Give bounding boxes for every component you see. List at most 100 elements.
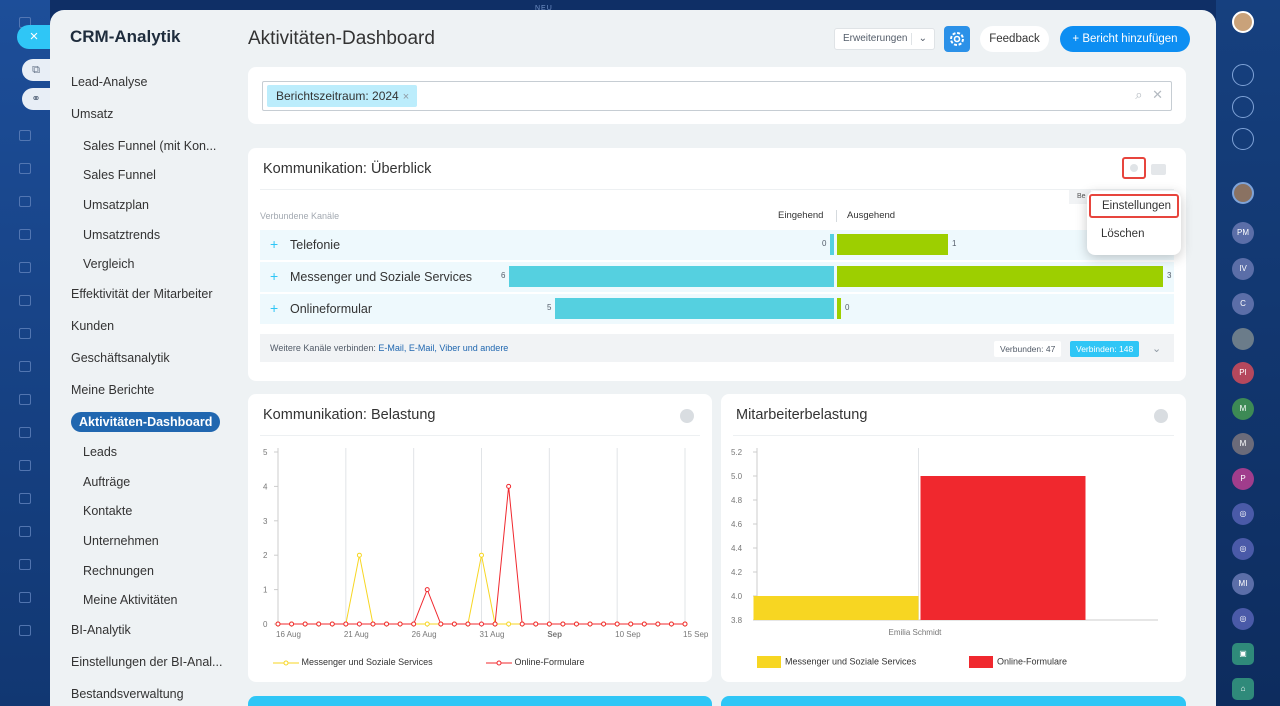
copilot-icon[interactable] xyxy=(1232,96,1254,118)
feedback-button[interactable]: Feedback xyxy=(980,26,1049,52)
sidebar-item-bi-analytik[interactable]: BI-Analytik xyxy=(71,623,131,637)
drive-icon[interactable] xyxy=(19,229,31,240)
open-in-new-tab-button[interactable]: ⧉ xyxy=(22,59,50,81)
sidebar-item-umsatz[interactable]: Umsatz xyxy=(71,107,114,121)
employee-widget: Mitarbeiterbelastung 3.8 4.0 4.2 4.4 4.6 4.8 5… xyxy=(721,394,1186,682)
widget-settings-button[interactable] xyxy=(1122,157,1146,179)
sidebar-item-umsatztrends[interactable]: Umsatztrends xyxy=(83,228,161,242)
expand-plus-icon[interactable]: + xyxy=(270,268,279,284)
sidebar-item-effektivitaet[interactable]: Effektivität der Mitarbeiter xyxy=(71,287,213,301)
chat-icon[interactable] xyxy=(19,262,31,273)
chevron-down-icon[interactable]: ⌄ xyxy=(1152,343,1162,355)
sidebar-item-kontakte[interactable]: Kontakte xyxy=(83,504,133,518)
lock-icon[interactable]: ⌂ xyxy=(1232,678,1254,700)
sidebar-item-sales-funnel-kon[interactable]: Sales Funnel (mit Kon... xyxy=(83,139,217,153)
filter-tag[interactable]: Berichtszeitraum: 2024 × xyxy=(267,85,418,107)
sidebar-item-meine-berichte[interactable]: Meine Berichte xyxy=(71,383,155,397)
gear-icon[interactable] xyxy=(680,409,694,423)
outgoing-bar xyxy=(837,266,1163,287)
sidebar-item-bi-einstellungen[interactable]: Einstellungen der BI-Anal... xyxy=(71,655,223,669)
gear-icon xyxy=(1130,164,1138,172)
sidebar-item-unternehmen[interactable]: Unternehmen xyxy=(83,534,159,548)
y-tick-label: 5 xyxy=(263,448,268,457)
contact-avatar[interactable]: P xyxy=(1232,468,1254,490)
tasks-icon[interactable] xyxy=(19,130,31,141)
remove-tag-icon[interactable]: × xyxy=(402,91,410,103)
menu-item-delete[interactable]: Löschen xyxy=(1101,228,1145,240)
channel-label: Onlineformular xyxy=(290,302,372,316)
contact-avatar[interactable]: M xyxy=(1232,398,1254,420)
expand-icon[interactable] xyxy=(1151,164,1166,175)
sidebar-item-sales-funnel[interactable]: Sales Funnel xyxy=(83,168,156,182)
data-point xyxy=(533,621,539,627)
contact-avatar[interactable]: C xyxy=(1232,293,1254,315)
sidebar-item-auftraege[interactable]: Aufträge xyxy=(83,475,131,489)
divider xyxy=(260,435,700,436)
copy-link-button[interactable]: ⚭ xyxy=(22,88,50,110)
sidebar-item-kunden[interactable]: Kunden xyxy=(71,319,115,333)
analytics-icon[interactable] xyxy=(19,394,31,405)
contact-avatar[interactable]: ▣ xyxy=(1232,643,1254,665)
connect-button[interactable]: Verbinden: 148 xyxy=(1070,341,1140,357)
chevron-down-icon: ⌄ xyxy=(918,33,927,44)
data-point xyxy=(560,621,566,627)
gear-icon[interactable] xyxy=(1154,409,1168,423)
extensions-dropdown[interactable]: Erweiterungen ⌄ xyxy=(834,28,935,50)
overview-widget: Kommunikation: Überblick Verbundene Kanä… xyxy=(248,148,1186,381)
add-report-button[interactable]: + Bericht hinzufügen xyxy=(1060,26,1190,52)
contact-avatar[interactable]: MI xyxy=(1232,573,1254,595)
contact-avatar[interactable]: PI xyxy=(1232,362,1254,384)
signature-icon[interactable] xyxy=(19,559,31,570)
docs-icon[interactable] xyxy=(19,196,31,207)
connect-channels-link[interactable]: E-Mail, E-Mail, Viber und andere xyxy=(378,343,509,353)
groups-icon[interactable] xyxy=(19,592,31,603)
channel-row[interactable]: + Telefonie 0 1 xyxy=(260,230,1174,260)
calendar-icon[interactable] xyxy=(19,328,31,339)
search-icon[interactable]: ⌕ xyxy=(1135,87,1143,102)
messages-icon[interactable] xyxy=(19,295,31,306)
notifications-icon[interactable] xyxy=(1232,64,1254,86)
sidebar-item-meine-aktivitaeten[interactable]: Meine Aktivitäten xyxy=(83,593,178,607)
contact-avatar[interactable]: ◎ xyxy=(1232,608,1254,630)
database-icon[interactable] xyxy=(19,625,31,636)
sidebar-item-geschaeftsanalytik[interactable]: Geschäftsanalytik xyxy=(71,351,170,365)
filter-icon[interactable] xyxy=(19,427,31,438)
sidebar-item-rechnungen[interactable]: Rechnungen xyxy=(83,564,154,578)
contact-avatar[interactable] xyxy=(1232,328,1254,350)
sidebar-item-umsatzplan[interactable]: Umsatzplan xyxy=(83,198,149,212)
data-point xyxy=(668,621,674,627)
search-icon[interactable] xyxy=(1232,128,1254,150)
settings-button[interactable] xyxy=(944,26,970,52)
contact-avatar[interactable]: IV xyxy=(1232,258,1254,280)
sidebar-item-aktivitaeten-dashboard[interactable]: Aktivitäten-Dashboard xyxy=(71,412,221,432)
automation-icon[interactable] xyxy=(19,493,31,504)
channel-row[interactable]: + Messenger und Soziale Services 6 3 xyxy=(260,262,1174,292)
expand-plus-icon[interactable]: + xyxy=(270,236,279,252)
contact-avatar[interactable]: M xyxy=(1232,433,1254,455)
menu-item-settings[interactable]: Einstellungen xyxy=(1089,194,1179,218)
sites-icon[interactable] xyxy=(19,526,31,537)
contact-avatar[interactable]: PM xyxy=(1232,222,1254,244)
slider-panel: CRM-Analytik Lead-Analyse Umsatz Sales F… xyxy=(50,10,1216,706)
expand-plus-icon[interactable]: + xyxy=(270,300,279,316)
sidebar-item-bestandsverwaltung[interactable]: Bestandsverwaltung xyxy=(71,687,184,701)
contact-avatar[interactable]: ◎ xyxy=(1232,538,1254,560)
checklist-icon[interactable] xyxy=(19,361,31,372)
x-tick-label: 31 Aug xyxy=(480,630,505,639)
user-avatar[interactable] xyxy=(1232,11,1254,33)
channel-row[interactable]: + Onlineformular 5 0 xyxy=(260,294,1174,324)
data-point xyxy=(356,552,362,558)
data-point xyxy=(587,621,593,627)
clear-icon[interactable]: ✕ xyxy=(1152,87,1163,102)
contacts-icon[interactable] xyxy=(19,163,31,174)
footer-label: Weitere Kanäle verbinden: xyxy=(270,343,376,353)
close-slider-button[interactable]: × xyxy=(17,25,51,49)
contact-avatar[interactable] xyxy=(1232,182,1254,204)
contact-avatar[interactable]: ◎ xyxy=(1232,503,1254,525)
filter-input[interactable]: Berichtszeitraum: 2024 × ⌕ ✕ xyxy=(262,81,1172,111)
sidebar-item-vergleich[interactable]: Vergleich xyxy=(83,257,135,271)
outgoing-bar xyxy=(837,234,948,255)
sidebar-item-leads[interactable]: Leads xyxy=(83,445,118,459)
cart-icon[interactable] xyxy=(19,460,31,471)
sidebar-item-lead-analyse[interactable]: Lead-Analyse xyxy=(71,75,148,89)
